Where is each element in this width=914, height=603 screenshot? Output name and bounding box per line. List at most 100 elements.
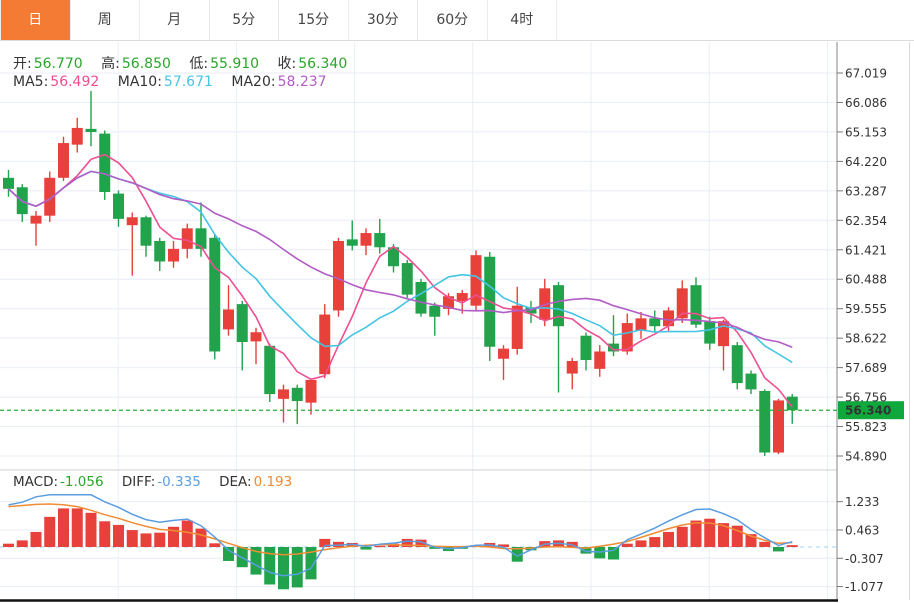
chart-canvas[interactable]: 56.340 67.019 66.086 65.153 64.220 63.287 62.…	[0, 41, 914, 603]
candle[interactable]	[278, 389, 289, 399]
tab-day[interactable]: 日	[1, 0, 71, 40]
candle[interactable]	[635, 318, 647, 331]
macd-bar	[676, 526, 688, 547]
grid-layer	[0, 42, 910, 602]
candle[interactable]	[786, 396, 798, 411]
candle[interactable]	[3, 177, 14, 189]
macd-bar	[346, 542, 358, 547]
tab-30min[interactable]: 30分	[349, 0, 418, 40]
ma5-line	[7, 153, 793, 408]
candle[interactable]	[168, 248, 179, 262]
candle[interactable]	[443, 296, 454, 309]
macd-bar	[278, 547, 289, 590]
candle[interactable]	[58, 143, 69, 178]
macd-readout: MACD: -1.056	[13, 474, 104, 490]
candle[interactable]	[388, 247, 399, 267]
macd-bar	[333, 541, 344, 547]
macd-bar	[718, 523, 729, 547]
candle[interactable]	[470, 255, 482, 306]
axis-tick-label: 60.488	[845, 273, 887, 287]
candle[interactable]	[566, 360, 578, 374]
macd-bar	[731, 525, 743, 547]
axis-tick-label: 54.890	[845, 450, 887, 464]
candle[interactable]	[621, 323, 633, 352]
axis-tick-label: 62.354	[845, 214, 887, 228]
price-axis: 67.019 66.086 65.153 64.220 63.287 62.354 61.4…	[837, 67, 887, 594]
candle[interactable]	[676, 288, 688, 319]
candle[interactable]	[291, 387, 303, 402]
candle[interactable]	[498, 348, 509, 359]
macd-bar	[305, 547, 317, 580]
period-tabs: 日 周 月 5分 15分 30分 60分 4时	[0, 0, 914, 41]
candle[interactable]	[663, 310, 674, 327]
candle[interactable]	[360, 233, 372, 246]
macd-bar	[168, 526, 179, 547]
candle[interactable]	[773, 400, 784, 453]
candle[interactable]	[456, 293, 468, 301]
candle[interactable]	[71, 127, 83, 145]
candle[interactable]	[85, 128, 97, 133]
candle[interactable]	[374, 233, 386, 248]
candle[interactable]	[759, 390, 771, 453]
macd-bar	[154, 532, 166, 547]
macd-bar	[181, 520, 193, 547]
macd-bar	[71, 508, 83, 547]
candle[interactable]	[415, 282, 427, 314]
candle[interactable]	[511, 305, 523, 349]
tab-5min[interactable]: 5分	[210, 0, 279, 40]
macd-bar	[126, 530, 138, 547]
low-readout: 低: 55.910	[189, 56, 260, 72]
candle[interactable]	[140, 217, 152, 246]
axis-tick-label: 59.555	[845, 302, 887, 316]
candle[interactable]	[649, 318, 661, 327]
candle[interactable]	[704, 321, 716, 344]
candle[interactable]	[113, 193, 124, 219]
macd-bar	[360, 547, 372, 550]
close-readout: 收: 56.340	[277, 56, 348, 72]
tab-60min[interactable]: 60分	[418, 0, 488, 40]
candle[interactable]	[580, 335, 592, 361]
high-readout: 高: 56.850	[101, 56, 171, 72]
macd-bar	[319, 538, 331, 547]
candle[interactable]	[319, 314, 331, 375]
candle[interactable]	[250, 332, 262, 342]
candle[interactable]	[236, 304, 248, 343]
candle[interactable]	[209, 237, 221, 352]
macd-bar	[704, 518, 716, 547]
tab-week[interactable]: 周	[71, 0, 140, 40]
macd-bar	[621, 543, 633, 547]
candle[interactable]	[690, 285, 702, 325]
tab-15min[interactable]: 15分	[279, 0, 349, 40]
candle[interactable]	[429, 305, 441, 317]
candle[interactable]	[30, 215, 42, 224]
candle[interactable]	[154, 240, 166, 262]
candle[interactable]	[745, 373, 757, 390]
candle[interactable]	[305, 379, 317, 403]
candle[interactable]	[44, 177, 56, 216]
candle[interactable]	[401, 263, 413, 295]
candle[interactable]	[264, 345, 276, 395]
candles-layer	[3, 90, 798, 456]
candle[interactable]	[731, 345, 743, 384]
axis-tick-label: 0.463	[845, 523, 879, 537]
tab-month[interactable]: 月	[140, 0, 210, 40]
diff-line	[8, 494, 793, 577]
candle[interactable]	[594, 351, 606, 369]
candle[interactable]	[346, 239, 358, 246]
candle[interactable]	[333, 240, 344, 311]
tab-4hour[interactable]: 4时	[488, 0, 557, 40]
candle[interactable]	[195, 228, 207, 249]
candle[interactable]	[718, 321, 729, 347]
candle[interactable]	[126, 217, 138, 226]
candle[interactable]	[608, 343, 619, 352]
ma20-line	[7, 170, 793, 348]
candle[interactable]	[99, 133, 111, 193]
candle[interactable]	[181, 228, 193, 249]
macd-bar	[195, 528, 207, 547]
candle[interactable]	[223, 309, 234, 330]
candle[interactable]	[553, 285, 564, 327]
current-price-badge	[838, 401, 904, 420]
macd-bar	[99, 521, 111, 547]
macd-bar	[291, 547, 303, 588]
